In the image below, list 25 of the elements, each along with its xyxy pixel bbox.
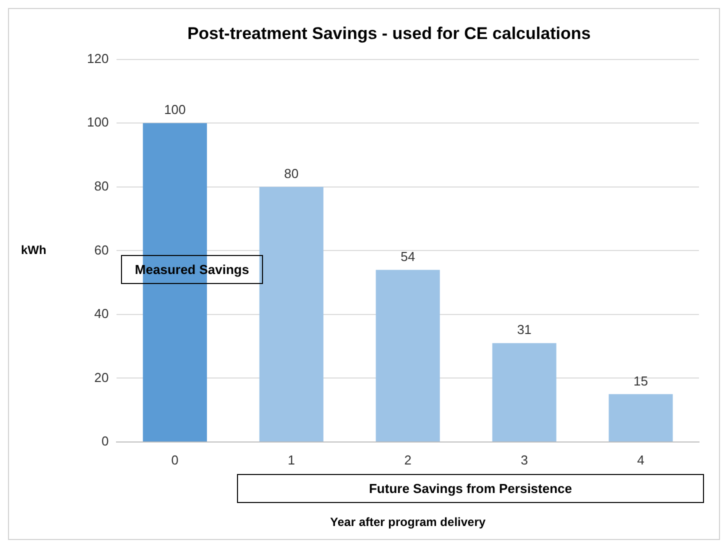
bar	[259, 186, 324, 442]
data-label: 80	[284, 166, 299, 182]
x-axis-title: Year after program delivery	[330, 515, 486, 530]
data-label: 54	[400, 248, 416, 264]
data-label: 31	[517, 322, 532, 338]
y-tick-label: 40	[94, 306, 109, 322]
chart-title: Post-treatment Savings - used for CE calculations	[187, 24, 591, 43]
y-tick-label: 20	[94, 370, 109, 385]
x-tick-label: 0	[171, 452, 179, 468]
data-label: 100	[164, 102, 186, 118]
bar	[492, 343, 556, 442]
bar	[608, 394, 673, 442]
x-tick-label: 4	[637, 452, 644, 468]
y-tick-label: 60	[94, 242, 109, 258]
y-tick-label: 80	[94, 178, 109, 194]
x-tick-label: 2	[404, 452, 412, 468]
y-axis-title: kWh	[21, 243, 46, 258]
text: Future Savings from Persistence	[237, 474, 704, 503]
bar	[376, 270, 440, 442]
y-tick-label: 100	[86, 114, 109, 130]
y-tick-label: 120	[86, 50, 109, 66]
data-label: 15	[634, 373, 648, 388]
x-tick-label: 1	[288, 452, 295, 468]
x-tick-label: 3	[520, 452, 528, 468]
y-tick-label: 0	[101, 434, 109, 449]
